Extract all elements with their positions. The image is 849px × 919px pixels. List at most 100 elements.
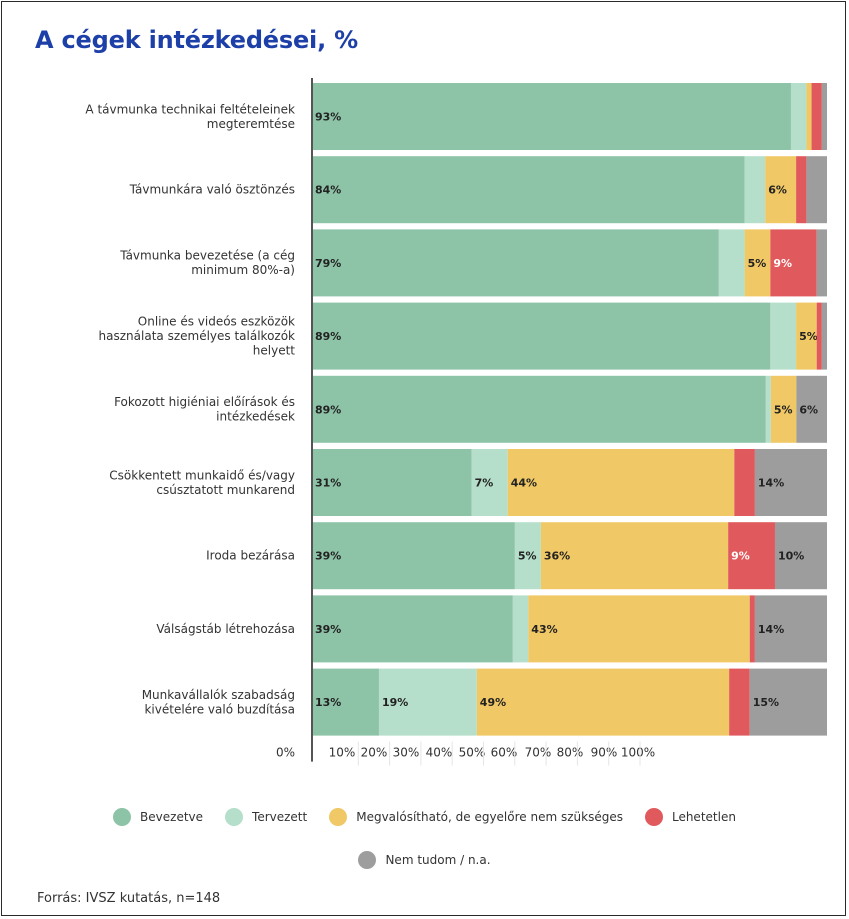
data-label: 14% bbox=[758, 623, 784, 636]
category-label-line: csúsztatott munkarend bbox=[156, 483, 295, 497]
bar-segment bbox=[312, 595, 513, 663]
category-label-line: minimum 80%-a) bbox=[191, 263, 295, 277]
data-label: 84% bbox=[315, 184, 341, 197]
bar-segment bbox=[512, 595, 529, 663]
legend-item: Lehetetlen bbox=[644, 808, 736, 826]
data-label: 14% bbox=[758, 477, 784, 490]
category-label-line: Online és videós eszközök bbox=[138, 315, 295, 329]
data-label: 13% bbox=[315, 696, 341, 709]
bar-segment bbox=[749, 668, 827, 736]
category-label-line: Távmunkára való ösztönzés bbox=[129, 183, 295, 197]
legend-row-2: Nem tudom / n.a. bbox=[0, 851, 849, 869]
bar-segment bbox=[770, 375, 797, 443]
data-label: 19% bbox=[382, 696, 408, 709]
data-label: 9% bbox=[731, 550, 750, 563]
bar-segment bbox=[806, 156, 827, 224]
bar-segment bbox=[796, 375, 827, 443]
legend-label: Tervezett bbox=[252, 810, 308, 824]
x-tick-label: 80% bbox=[557, 746, 584, 760]
bar-segment bbox=[312, 83, 791, 150]
legend-row-1: Bevezetve Tervezett Megvalósítható, de egy… bbox=[0, 808, 849, 826]
category-label-line: intézkedések bbox=[216, 410, 295, 424]
legend-swatch bbox=[358, 851, 377, 869]
bar-segment bbox=[816, 302, 822, 370]
category-label-line: Munkavállalók szabadság bbox=[142, 688, 295, 702]
category-label: Online és videós eszközök használata szem… bbox=[99, 315, 296, 358]
legend-swatch bbox=[225, 808, 244, 826]
x-tick-label: 60% bbox=[491, 746, 518, 760]
data-label: 44% bbox=[511, 477, 537, 490]
category-label-line: helyett bbox=[253, 344, 296, 358]
bar-segment bbox=[790, 83, 807, 150]
legend-label: Nem tudom / n.a. bbox=[385, 853, 491, 867]
bar-segment bbox=[471, 449, 508, 516]
category-label-line: Iroda bezárása bbox=[206, 549, 295, 563]
data-label: 9% bbox=[773, 257, 792, 270]
bar-segment bbox=[312, 668, 379, 736]
legend-swatch bbox=[329, 808, 348, 826]
legend-swatch bbox=[644, 808, 663, 826]
legend-item: Nem tudom / n.a. bbox=[358, 851, 491, 869]
data-label: 15% bbox=[753, 696, 779, 709]
legend-label: Bevezetve bbox=[140, 810, 204, 824]
legend-swatch bbox=[113, 808, 132, 826]
bar-segment bbox=[744, 156, 766, 224]
bar-segment bbox=[312, 375, 766, 443]
bar-segment bbox=[312, 522, 515, 590]
category-label: Válságstáb létrehozása bbox=[156, 622, 295, 636]
bar-segment bbox=[821, 83, 827, 150]
x-tick-label: 100% bbox=[621, 746, 655, 760]
bar-segment bbox=[765, 375, 771, 443]
bar-segment bbox=[729, 668, 750, 736]
x-tick-label: 0% bbox=[276, 746, 295, 760]
category-label: Csökkentett munkaidő és/vagy csúsztatott … bbox=[109, 468, 295, 497]
bar-segment bbox=[754, 449, 827, 516]
data-label: 5% bbox=[748, 257, 767, 270]
category-label-line: Távmunka bevezetése (a cég bbox=[119, 249, 295, 263]
data-label: 43% bbox=[531, 623, 557, 636]
data-label: 89% bbox=[315, 330, 341, 343]
bar-segment bbox=[770, 302, 797, 370]
bar-segment bbox=[811, 83, 822, 150]
bar-segment bbox=[806, 83, 812, 150]
data-label: 6% bbox=[799, 403, 818, 416]
x-tick-label: 10% bbox=[329, 746, 356, 760]
bar-segment bbox=[312, 229, 719, 297]
category-label-line: A távmunka technikai feltételeinek bbox=[85, 102, 295, 116]
legend-label: Lehetetlen bbox=[671, 810, 736, 824]
bar-segment bbox=[796, 302, 817, 370]
bar-segment bbox=[796, 156, 807, 224]
data-label: 49% bbox=[480, 696, 506, 709]
data-label: 10% bbox=[778, 550, 804, 563]
category-label-line: megteremtése bbox=[207, 117, 295, 131]
bar-segment bbox=[821, 302, 827, 370]
x-tick-label: 70% bbox=[525, 746, 552, 760]
bar-segment bbox=[734, 449, 755, 516]
data-label: 39% bbox=[315, 623, 341, 636]
category-label: Távmunka bevezetése (a cég minimum 80%-a) bbox=[119, 249, 295, 278]
data-label: 7% bbox=[475, 477, 494, 490]
bar-segment bbox=[312, 449, 472, 516]
data-label: 5% bbox=[518, 550, 537, 563]
category-label: Iroda bezárása bbox=[206, 549, 295, 563]
x-tick-label: 90% bbox=[591, 746, 618, 760]
x-tick-label: 30% bbox=[393, 746, 420, 760]
category-label: Munkavállalók szabadság kivételére való b… bbox=[142, 688, 295, 717]
category-label-line: kivételére való buzdítása bbox=[144, 702, 295, 716]
bar-segment bbox=[312, 302, 771, 370]
bar-segment bbox=[718, 229, 745, 297]
data-label: 5% bbox=[774, 403, 793, 416]
source-note: Forrás: IVSZ kutatás, n=148 bbox=[37, 891, 221, 906]
bar-segment bbox=[744, 229, 771, 297]
data-label: 89% bbox=[315, 403, 341, 416]
category-label: A távmunka technikai feltételeinek megter… bbox=[85, 102, 295, 131]
x-tick-label: 50% bbox=[459, 746, 486, 760]
bar-segment bbox=[749, 595, 755, 663]
legend-item: Bevezetve bbox=[113, 808, 203, 826]
data-label: 79% bbox=[315, 257, 341, 270]
bar-segment bbox=[540, 522, 729, 590]
bar-segment bbox=[476, 668, 730, 736]
chart-title: A cégek intézkedései, % bbox=[35, 26, 358, 54]
category-label-line: Válságstáb létrehozása bbox=[156, 622, 295, 636]
data-label: 6% bbox=[768, 184, 787, 197]
